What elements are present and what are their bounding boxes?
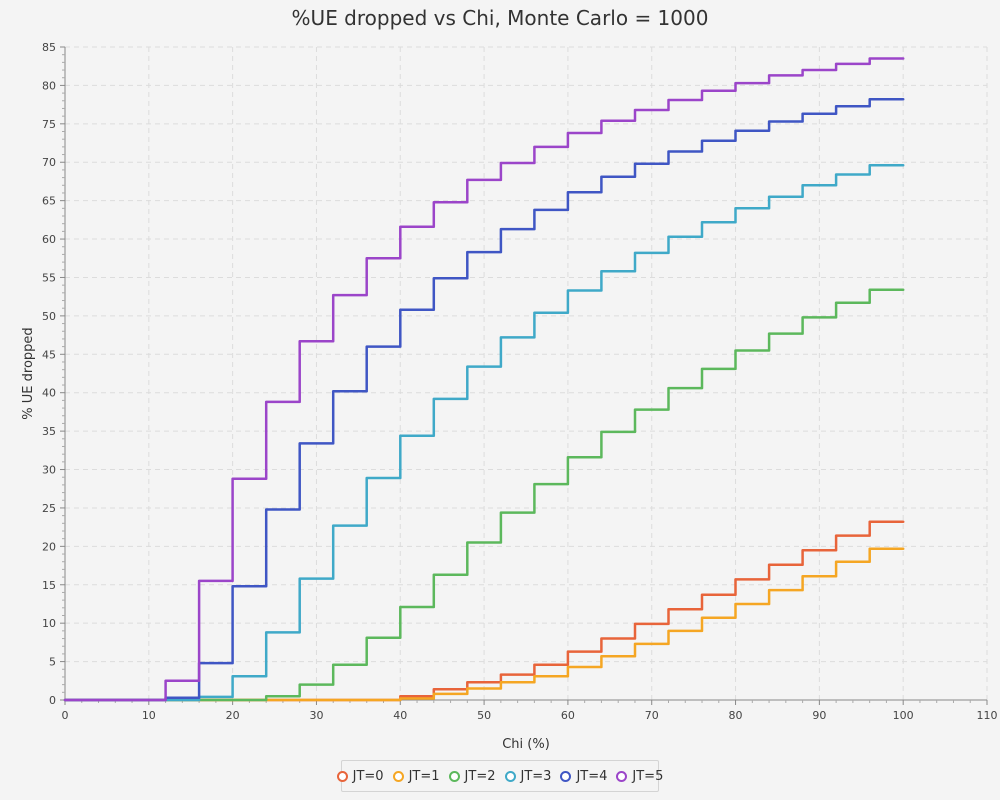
legend-label: JT=0	[352, 768, 384, 784]
x-tick-label: 60	[561, 709, 575, 722]
legend-item-jt4: JT=4	[560, 769, 607, 784]
ticks: 0 10 20 30 40 50 60 70 80 90 100 110 0 5 10 15 20 25 30 35 4…	[42, 41, 998, 722]
y-tick-label: 35	[42, 425, 56, 438]
y-axis-label: % UE dropped	[21, 327, 36, 419]
y-tick-label: 30	[42, 464, 56, 477]
y-tick-label: 45	[42, 348, 56, 361]
legend-label: JT=3	[520, 768, 552, 784]
series-lines	[63, 57, 905, 702]
series-line-jt0	[63, 520, 905, 702]
y-tick-label: 55	[42, 271, 56, 284]
x-tick-label: 80	[729, 709, 743, 722]
x-axis-label: Chi (%)	[502, 737, 550, 752]
grid	[65, 46, 988, 700]
y-tick-label: 85	[42, 41, 56, 54]
legend-item-jt2: JT=2	[448, 768, 496, 784]
chart-title: %UE dropped vs Chi, Monte Carlo = 1000	[291, 6, 709, 30]
legend-marker-icon	[448, 770, 460, 782]
series-line-jt1	[63, 547, 905, 702]
x-tick-label: 10	[142, 709, 156, 722]
legend-label: JT=1	[408, 768, 440, 784]
x-tick-label: 100	[893, 709, 914, 722]
y-tick-label: 65	[42, 195, 56, 208]
legend-marker-icon	[336, 770, 348, 782]
legend-marker-icon	[560, 770, 572, 782]
legend-label: JT=4	[576, 768, 608, 784]
y-tick-label: 5	[49, 656, 56, 669]
legend-marker-icon	[504, 770, 516, 782]
x-tick-label: 50	[477, 709, 491, 722]
series-line-jt3	[63, 164, 905, 702]
series-line-jt4	[63, 97, 905, 702]
y-tick-label: 50	[42, 310, 56, 323]
legend-marker-icon	[392, 770, 404, 782]
y-tick-label: 20	[42, 540, 56, 553]
x-tick-label: 30	[309, 709, 323, 722]
y-tick-label: 40	[42, 387, 56, 400]
y-tick-label: 60	[42, 233, 56, 246]
y-tick-label: 15	[42, 579, 56, 592]
x-tick-label: 70	[645, 709, 659, 722]
legend-item-jt0: JT=0	[336, 768, 384, 784]
x-tick-label: 20	[226, 709, 240, 722]
x-tick-label: 110	[977, 709, 998, 722]
x-tick-label: 0	[62, 709, 69, 722]
series-line-jt2	[164, 288, 905, 702]
legend-item-jt1: JT=1	[392, 768, 440, 784]
y-tick-label: 10	[42, 617, 56, 630]
y-tick-label: 0	[49, 694, 56, 707]
y-tick-label: 70	[42, 156, 56, 169]
legend-label: JT=5	[632, 768, 664, 784]
y-tick-label: 75	[42, 118, 56, 131]
y-tick-label: 25	[42, 502, 56, 515]
legend-marker-icon	[616, 770, 628, 782]
legend: JT=0 JT=1 JT=2 JT=3 JT=4 JT=5	[336, 760, 663, 792]
x-tick-label: 40	[393, 709, 407, 722]
legend-item-jt3: JT=3	[504, 768, 552, 784]
y-tick-label: 80	[42, 79, 56, 92]
axes	[64, 47, 987, 701]
legend-item-jt5: JT=5	[616, 769, 663, 784]
x-tick-label: 90	[812, 709, 826, 722]
series-line-jt5	[63, 57, 905, 702]
legend-label: JT=2	[464, 768, 496, 784]
